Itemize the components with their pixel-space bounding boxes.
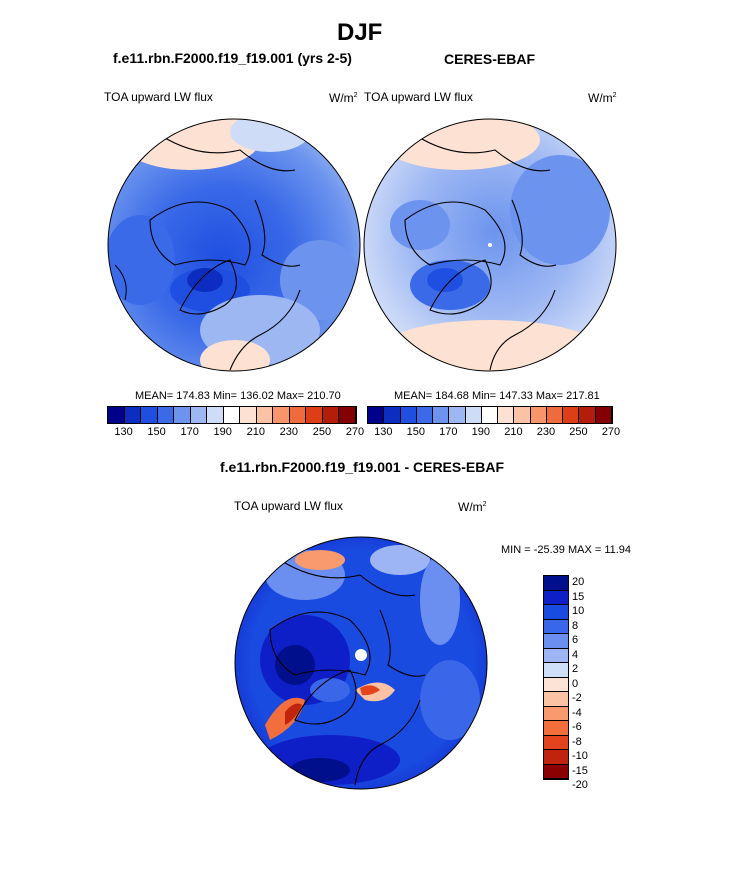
colorbar-tick-label: 210	[246, 426, 265, 438]
colorbar-swatch	[240, 407, 257, 423]
colorbar-swatch	[544, 619, 568, 634]
colorbar-tick-label: 6	[572, 634, 579, 647]
colorbar-swatch	[544, 634, 568, 649]
colorbar-swatch	[449, 407, 466, 423]
obs-units-label: W/m2	[588, 91, 617, 105]
colorbar-swatch	[514, 407, 531, 423]
model-map-border	[107, 118, 361, 372]
colorbar-swatch	[595, 407, 612, 423]
colorbar-tick-label: 230	[536, 426, 556, 438]
colorbar-swatch	[544, 692, 568, 707]
colorbar-swatch	[579, 407, 596, 423]
model-units-label: W/m2	[329, 91, 358, 105]
colorbar-tick-label: 250	[569, 426, 588, 438]
colorbar-tick-label: 4	[572, 648, 579, 661]
colorbar-swatch	[384, 407, 401, 423]
colorbar-tick-label: 170	[439, 426, 458, 438]
colorbar-swatch	[141, 407, 158, 423]
colorbar-tick-label: -20	[572, 779, 588, 792]
colorbar-tick-label: 270	[601, 426, 621, 438]
colorbar-tick-label: 15	[572, 590, 585, 603]
model-variable-label: TOA upward LW flux	[104, 90, 213, 104]
colorbar-tick-label: 0	[572, 677, 579, 690]
colorbar-tick-label: 270	[345, 426, 365, 438]
colorbar-swatch	[530, 407, 547, 423]
colorbar-swatch	[433, 407, 450, 423]
colorbar-swatch	[416, 407, 434, 423]
colorbar-swatch	[124, 407, 142, 423]
colorbar-tick-label: 250	[312, 426, 332, 438]
difference-map	[235, 537, 487, 789]
difference-units-label: W/m2	[458, 500, 487, 514]
colorbar-tick-label: -15	[572, 764, 588, 777]
colorbar-swatch	[306, 407, 323, 423]
colorbar-tick-label: 190	[471, 426, 491, 438]
colorbar-tick-label: -4	[572, 706, 582, 719]
colorbar-tick-label: 150	[406, 426, 425, 438]
colorbar-tick-label: 20	[572, 576, 585, 589]
difference-map-border	[234, 536, 488, 790]
colorbar-swatch	[544, 706, 568, 721]
colorbar-swatch	[544, 590, 568, 605]
colorbar-tick-label: 210	[504, 426, 523, 438]
colorbar-swatch	[544, 576, 568, 591]
colorbar-tick-label: -6	[572, 721, 582, 734]
colorbar-swatch	[289, 407, 307, 423]
model-colorbar	[107, 406, 357, 424]
difference-variable-label: TOA upward LW flux	[234, 499, 343, 513]
colorbar-tick-label: 190	[213, 426, 232, 438]
colorbar-swatch	[481, 407, 499, 423]
colorbar-tick-label: 150	[147, 426, 166, 438]
colorbar-swatch	[256, 407, 274, 423]
colorbar-tick-label: 170	[180, 426, 199, 438]
obs-stats: MEAN= 184.68 Min= 147.33 Max= 217.81	[394, 390, 600, 402]
colorbar-swatch	[157, 407, 175, 423]
colorbar-swatch	[207, 407, 224, 423]
colorbar-swatch	[190, 407, 208, 423]
colorbar-swatch	[544, 663, 568, 678]
colorbar-swatch	[339, 407, 356, 423]
colorbar-tick-label: -2	[572, 692, 582, 705]
colorbar-tick-label: 2	[572, 663, 579, 676]
colorbar-swatch	[544, 677, 568, 692]
colorbar-tick-label: 8	[572, 619, 579, 632]
colorbar-swatch	[498, 407, 515, 423]
obs-map-border	[363, 118, 617, 372]
colorbar-swatch	[563, 407, 580, 423]
colorbar-swatch	[544, 735, 568, 750]
colorbar-tick-label: -10	[572, 750, 588, 763]
colorbar-swatch	[108, 407, 125, 423]
colorbar-swatch	[544, 764, 568, 779]
colorbar-swatch	[400, 407, 417, 423]
obs-colorbar	[367, 406, 613, 424]
model-stats: MEAN= 174.83 Min= 136.02 Max= 210.70	[135, 390, 341, 402]
colorbar-tick-label: 130	[114, 426, 133, 438]
colorbar-swatch	[544, 648, 568, 663]
model-map	[108, 119, 360, 371]
page-title: DJF	[337, 19, 383, 46]
difference-panel-title: f.e11.rbn.F2000.f19_f19.001 - CERES-EBAF	[220, 459, 505, 475]
obs-variable-label: TOA upward LW flux	[364, 90, 473, 104]
colorbar-swatch	[544, 605, 568, 620]
colorbar-swatch	[546, 407, 564, 423]
colorbar-tick-label: 130	[374, 426, 393, 438]
colorbar-tick-label: 10	[572, 605, 585, 618]
colorbar-swatch	[223, 407, 241, 423]
colorbar-tick-label: -8	[572, 735, 582, 748]
colorbar-swatch	[174, 407, 191, 423]
obs-panel-title: CERES-EBAF	[444, 51, 536, 67]
colorbar-swatch	[544, 721, 568, 736]
colorbar-swatch	[273, 407, 290, 423]
model-panel-title: f.e11.rbn.F2000.f19_f19.001 (yrs 2-5)	[113, 50, 352, 66]
colorbar-swatch	[465, 407, 482, 423]
colorbar-swatch	[544, 750, 568, 765]
obs-map	[364, 119, 616, 371]
colorbar-swatch	[322, 407, 340, 423]
difference-colorbar	[543, 575, 569, 780]
colorbar-tick-label: 230	[279, 426, 299, 438]
difference-stats: MIN = -25.39 MAX = 11.94	[501, 544, 632, 556]
colorbar-swatch	[368, 407, 385, 423]
